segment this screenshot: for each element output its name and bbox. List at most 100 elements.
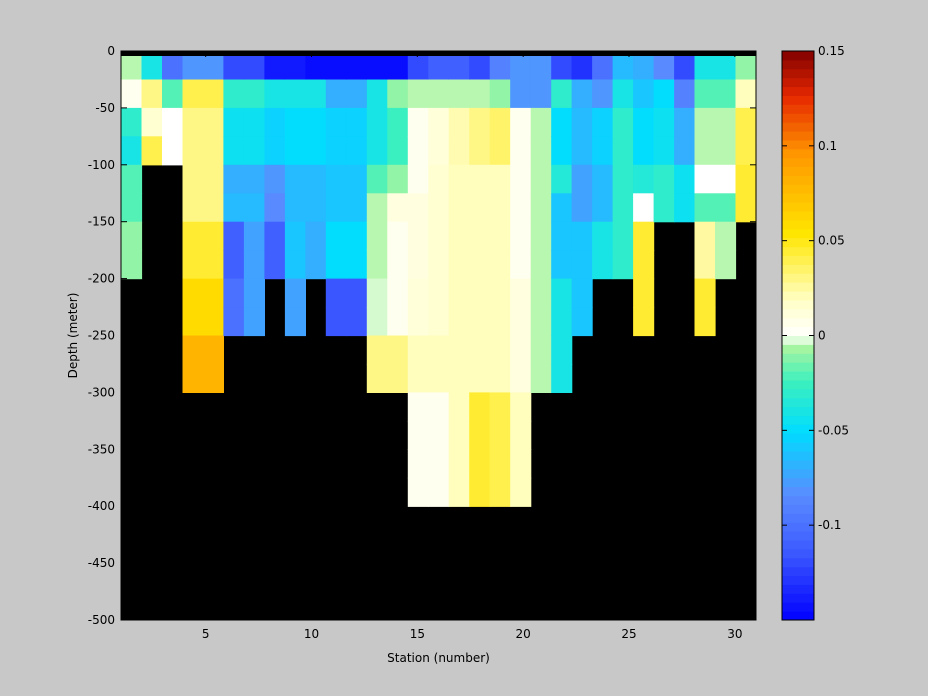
heatmap-cell <box>715 107 737 137</box>
heatmap-cell <box>633 307 655 337</box>
heatmap-cell <box>489 107 511 137</box>
heatmap-cell <box>530 107 552 137</box>
heatmap-cell <box>121 193 143 223</box>
heatmap-cell <box>715 221 737 251</box>
heatmap-cell <box>612 79 634 109</box>
heatmap-cell <box>489 364 511 393</box>
heatmap-cell <box>715 250 737 280</box>
heatmap-cell <box>202 335 224 365</box>
heatmap-cell <box>387 51 409 81</box>
heatmap-cell <box>284 221 306 251</box>
colorbar-tick-label: 0.1 <box>818 139 837 153</box>
colorbar-swatch <box>782 486 814 497</box>
colorbar-swatch <box>782 308 814 319</box>
heatmap-cell <box>387 136 409 166</box>
heatmap-cell <box>469 307 491 337</box>
heatmap-cell <box>428 164 450 194</box>
heatmap-cell <box>202 307 224 337</box>
heatmap-cell <box>182 51 204 81</box>
heatmap-cell <box>448 420 470 450</box>
colorbar-swatch <box>782 273 814 283</box>
heatmap-cell <box>674 79 696 109</box>
heatmap-cell <box>305 221 327 251</box>
colorbar-swatch <box>782 131 814 141</box>
colorbar-swatch <box>782 451 814 461</box>
colorbar-swatch <box>782 442 814 452</box>
heatmap-cell <box>489 79 511 109</box>
heatmap-cell <box>551 193 573 223</box>
y-tick-label: -500 <box>88 613 115 627</box>
heatmap-cell <box>284 164 306 194</box>
colorbar-swatch <box>782 228 814 239</box>
heatmap-cell <box>407 221 429 251</box>
heatmap-cell <box>325 278 347 308</box>
heatmap-cell <box>489 278 511 308</box>
heatmap-cell <box>551 136 573 166</box>
heatmap-cell <box>366 250 388 280</box>
heatmap-cell <box>182 307 204 337</box>
heatmap-cell <box>284 278 306 308</box>
heatmap-cell <box>735 164 757 194</box>
heatmap-cell <box>325 221 347 251</box>
heatmap-cell <box>510 51 532 81</box>
colorbar-swatch <box>782 317 814 328</box>
heatmap-cell <box>510 221 532 251</box>
heatmap-cell <box>530 164 552 194</box>
heatmap-cell <box>284 193 306 223</box>
heatmap-cell <box>223 164 245 194</box>
heatmap-cell <box>387 364 409 393</box>
colorbar-swatch <box>782 237 814 248</box>
heatmap-cell <box>592 107 614 137</box>
heatmap-cell <box>510 136 532 166</box>
heatmap-cell <box>489 250 511 280</box>
heatmap-cell <box>223 79 245 109</box>
colorbar-swatch <box>782 371 814 381</box>
heatmap-cell <box>510 335 532 365</box>
heatmap-cell <box>633 164 655 194</box>
heatmap-cell <box>428 420 450 450</box>
colorbar-swatch <box>782 157 814 168</box>
heatmap-cell <box>694 164 716 194</box>
heatmap-cell <box>571 250 593 280</box>
heatmap-cell <box>571 307 593 337</box>
colorbar-swatch <box>782 388 814 399</box>
heatmap-cell <box>243 307 265 337</box>
heatmap-cell <box>551 250 573 280</box>
heatmap-cell <box>571 164 593 194</box>
heatmap-cell <box>469 449 491 479</box>
heatmap-cell <box>346 278 368 308</box>
heatmap-cell <box>510 477 532 507</box>
colorbar-swatch <box>782 95 814 105</box>
heatmap-cell <box>202 278 224 308</box>
heatmap-cell <box>346 221 368 251</box>
heatmap-cell <box>243 79 265 109</box>
heatmap-cell <box>407 250 429 280</box>
heatmap-cell <box>387 193 409 223</box>
heatmap-cell <box>469 221 491 251</box>
heatmap-cell <box>121 51 143 81</box>
heatmap-cell <box>428 278 450 308</box>
heatmap-cell <box>551 51 573 81</box>
heatmap-cell <box>489 392 511 422</box>
heatmap-cell <box>407 79 429 109</box>
heatmap-cell <box>264 79 286 109</box>
colorbar-swatch <box>782 59 814 70</box>
heatmap-cell <box>674 107 696 137</box>
colorbar-tick-label: 0.05 <box>818 234 845 248</box>
heatmap-cell <box>223 307 245 337</box>
heatmap-cell <box>612 193 634 223</box>
heatmap-cell <box>489 335 511 365</box>
heatmap-cell <box>366 136 388 166</box>
heatmap-cell <box>305 107 327 137</box>
colorbar-swatch <box>782 211 814 221</box>
y-tick-label: -350 <box>88 442 115 456</box>
heatmap-cell <box>489 221 511 251</box>
heatmap-cell <box>715 136 737 166</box>
heatmap-cell <box>346 107 368 137</box>
colorbar-tick-label: 0.15 <box>818 44 845 58</box>
colorbar-swatch <box>782 86 814 96</box>
colorbar-swatch <box>782 202 814 212</box>
heatmap-cell <box>182 278 204 308</box>
colorbar-swatch <box>782 166 814 176</box>
heatmap-cell <box>489 51 511 81</box>
